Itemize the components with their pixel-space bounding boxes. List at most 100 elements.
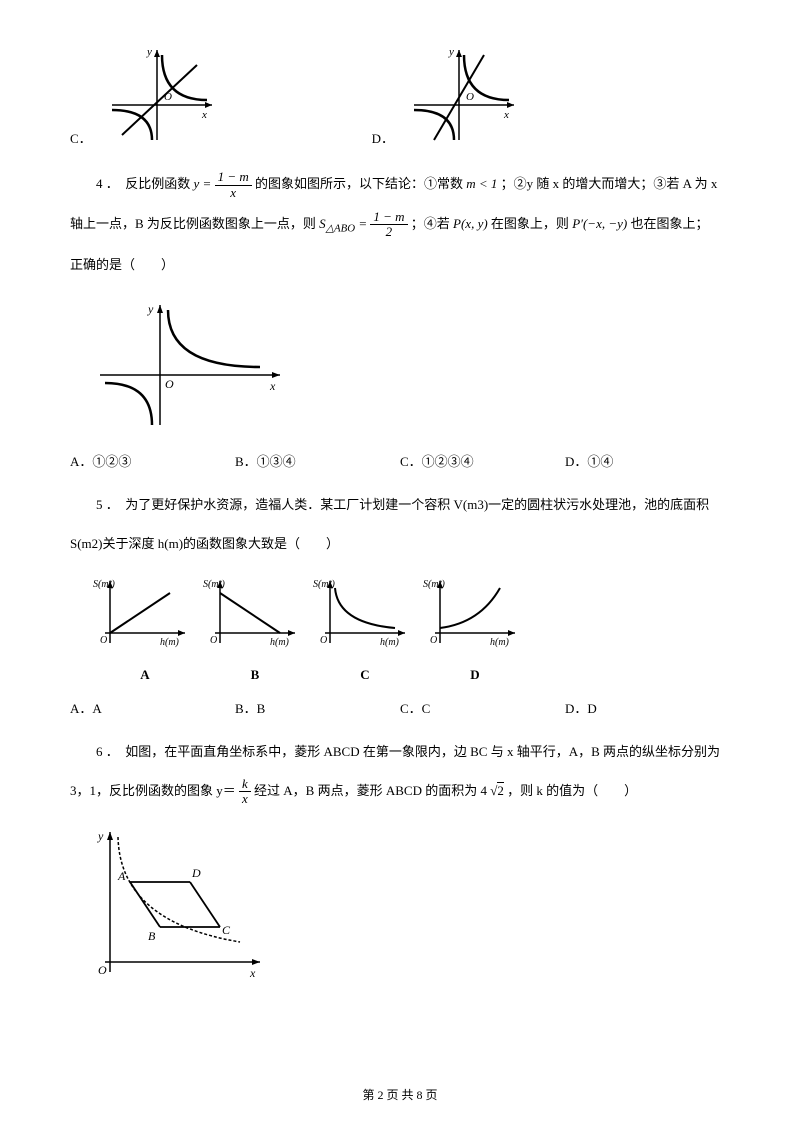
q6-sqrt2: √2: [490, 782, 504, 798]
q5-optC: C．C: [400, 697, 565, 720]
q4-lead: ． 反比例函数: [106, 176, 191, 191]
hyperbola-line-graph-c: O x y: [102, 40, 222, 150]
q5-optA: A．A: [70, 697, 235, 720]
svg-text:S(m²): S(m²): [93, 579, 116, 590]
svg-text:D: D: [191, 866, 201, 880]
svg-text:x: x: [269, 379, 276, 393]
svg-text:x: x: [503, 109, 509, 121]
q6-text: 6 ． 如图，在平面直角坐标系中，菱形 ABCD 在第一象限内，边 BC 与 x…: [70, 738, 730, 767]
q4-cond1-after: ；②y 随 x 的增大而增大；③若 A 为 x: [501, 176, 718, 191]
q5-options: A．A B．B C．C D．D: [70, 697, 730, 720]
q5-labelB: B: [200, 663, 310, 686]
q6-num: 6: [96, 744, 103, 759]
q5-body: ． 为了更好保护水资源，造福人类．某工厂计划建一个容积 V(m3)一定的圆柱状污…: [106, 497, 709, 512]
svg-text:S(m²): S(m²): [313, 579, 336, 590]
q6-line2a: 3，1，反比例函数的图象 y＝: [70, 783, 236, 798]
svg-text:h(m): h(m): [380, 637, 400, 648]
frac-k-num: k: [239, 777, 251, 792]
svg-text:C: C: [222, 923, 231, 937]
svg-text:O: O: [466, 91, 474, 103]
q3-graph-d: O x y: [404, 40, 524, 150]
hyperbola-line-graph-d: O x y: [404, 40, 524, 150]
q5-labelA: A: [90, 663, 200, 686]
q4-pxy: P(x, y): [453, 216, 488, 231]
q4-optA: A．①②③: [70, 450, 235, 473]
svg-text:y: y: [97, 829, 104, 843]
svg-text:S(m²): S(m²): [423, 579, 446, 590]
svg-text:S(m²): S(m²): [203, 579, 226, 590]
svg-text:O: O: [210, 635, 217, 646]
frac-num: 1 − m: [215, 170, 252, 185]
q4-line2-text: 轴上一点，B 为反比例函数图象上一点，则: [70, 216, 316, 231]
svg-text:A: A: [117, 869, 126, 883]
frac-s-num: 1 − m: [370, 210, 407, 225]
q5-optB: B．B: [235, 697, 400, 720]
q3-optC-label: C．: [70, 127, 92, 150]
q5-labels: A B C D: [90, 663, 730, 686]
q4-cond3-after: 也在图象上；: [630, 216, 708, 231]
q5-labelD: D: [420, 663, 530, 686]
page-footer: 第 2 页 共 8 页: [0, 1085, 800, 1107]
svg-text:y: y: [146, 46, 152, 58]
q4-text: 4 ． 反比例函数 y = 1 − m x 的图象如图所示，以下结论：①常数 m…: [70, 170, 730, 200]
q5-line2: S(m2)关于深度 h(m)的函数图象大致是（ ）: [70, 530, 730, 559]
frac-k-den: x: [239, 792, 251, 806]
q5-svg-a: S(m²) h(m) O: [90, 573, 190, 653]
svg-text:O: O: [100, 635, 107, 646]
svg-text:y: y: [147, 302, 154, 316]
svg-text:O: O: [165, 377, 174, 391]
frac-s-den: 2: [370, 225, 407, 239]
q5-graphs: S(m²) h(m) O S(m²) h(m) O S(m²) h(m) O: [90, 573, 730, 653]
svg-text:h(m): h(m): [490, 637, 510, 648]
q5-graph-b: S(m²) h(m) O: [200, 573, 300, 653]
q4-cond1: m < 1: [466, 176, 497, 191]
q4-optD: D．①④: [565, 450, 730, 473]
frac-den: x: [215, 186, 252, 200]
q6-line2b: 经过 A，B 两点，菱形 ABCD 的面积为 4: [254, 783, 487, 798]
svg-text:h(m): h(m): [270, 637, 290, 648]
q3-options-row: C． O x y D． O x: [70, 40, 730, 150]
q6-frac-kx: k x: [239, 777, 251, 807]
q6-graph: O x y A D B C: [90, 822, 270, 982]
q4-frac-s: 1 − m 2: [370, 210, 407, 240]
q4-after-formula: 的图象如图所示，以下结论：①常数: [255, 176, 463, 191]
svg-text:h(m): h(m): [160, 637, 180, 648]
q5-svg-c: S(m²) h(m) O: [310, 573, 410, 653]
svg-text:y: y: [448, 46, 454, 58]
q5-svg-b: S(m²) h(m) O: [200, 573, 300, 653]
q4-line2: 轴上一点，B 为反比例函数图象上一点，则 S△ABO = 1 − m 2 ；④若…: [70, 210, 730, 241]
q4-s-formula: S△ABO =: [319, 216, 370, 231]
q5-graph-d: S(m²) h(m) O: [420, 573, 520, 653]
q4-options: A．①②③ B．①③④ C．①②③④ D．①④: [70, 450, 730, 473]
q4-cond2-after: ；④若: [411, 216, 450, 231]
q3-graph-c: O x y: [102, 40, 222, 150]
q4-formula-y: y =: [194, 176, 215, 191]
q5-num: 5: [96, 497, 103, 512]
q5-text: 5 ． 为了更好保护水资源，造福人类．某工厂计划建一个容积 V(m3)一定的圆柱…: [70, 491, 730, 520]
q5-svg-d: S(m²) h(m) O: [420, 573, 520, 653]
q6-line2c: ，则 k 的值为（ ）: [507, 783, 637, 798]
q5-graph-a: S(m²) h(m) O: [90, 573, 190, 653]
page-number: 第 2 页 共 8 页: [362, 1088, 437, 1102]
q5-optD: D．D: [565, 697, 730, 720]
q3-option-c: C． O x y: [70, 40, 222, 150]
q4-optC: C．①②③④: [400, 450, 565, 473]
q4-graph: O x y: [90, 295, 290, 435]
q6-line2: 3，1，反比例函数的图象 y＝ k x 经过 A，B 两点，菱形 ABCD 的面…: [70, 777, 730, 807]
q3-optD-label: D．: [372, 127, 394, 150]
q4-pxy2: P′(−x, −y): [572, 216, 627, 231]
svg-text:B: B: [148, 929, 156, 943]
q4-optB: B．①③④: [235, 450, 400, 473]
q5-graph-c: S(m²) h(m) O: [310, 573, 410, 653]
svg-text:x: x: [201, 109, 207, 121]
q6-rhombus-graph: O x y A D B C: [90, 822, 270, 982]
q4-frac-1m: 1 − m x: [215, 170, 252, 200]
q4-line3: 正确的是（ ）: [70, 251, 730, 280]
q4-hyperbola-graph: O x y: [90, 295, 290, 435]
q4-num: 4: [96, 176, 103, 191]
q5-labelC: C: [310, 663, 420, 686]
q4-cond3: 在图象上，则: [491, 216, 569, 231]
svg-text:O: O: [430, 635, 437, 646]
q6-body: ． 如图，在平面直角坐标系中，菱形 ABCD 在第一象限内，边 BC 与 x 轴…: [106, 744, 720, 759]
svg-text:O: O: [320, 635, 327, 646]
